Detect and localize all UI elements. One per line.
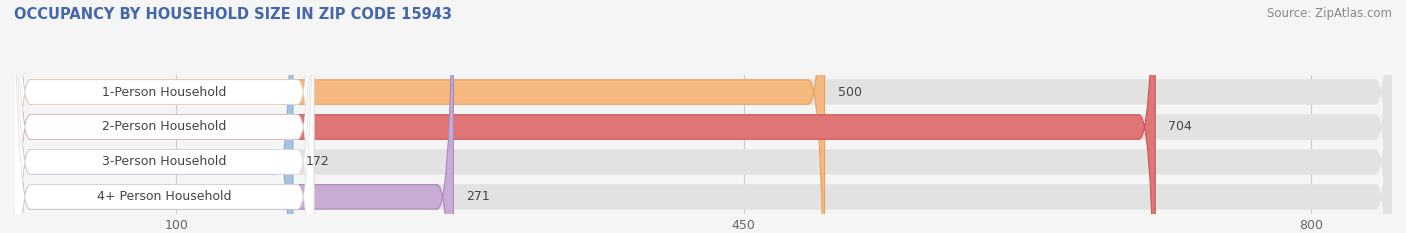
FancyBboxPatch shape — [14, 0, 314, 233]
Text: Source: ZipAtlas.com: Source: ZipAtlas.com — [1267, 7, 1392, 20]
Text: 1-Person Household: 1-Person Household — [101, 86, 226, 99]
FancyBboxPatch shape — [14, 0, 1156, 233]
FancyBboxPatch shape — [14, 0, 292, 233]
Text: 172: 172 — [307, 155, 329, 168]
Text: 704: 704 — [1168, 120, 1192, 134]
FancyBboxPatch shape — [14, 0, 1392, 233]
FancyBboxPatch shape — [14, 0, 1392, 233]
Text: 2-Person Household: 2-Person Household — [101, 120, 226, 134]
FancyBboxPatch shape — [14, 0, 453, 233]
FancyBboxPatch shape — [14, 0, 314, 233]
Text: 3-Person Household: 3-Person Household — [101, 155, 226, 168]
Text: OCCUPANCY BY HOUSEHOLD SIZE IN ZIP CODE 15943: OCCUPANCY BY HOUSEHOLD SIZE IN ZIP CODE … — [14, 7, 453, 22]
FancyBboxPatch shape — [14, 0, 314, 233]
FancyBboxPatch shape — [14, 0, 1392, 233]
Text: 271: 271 — [467, 190, 491, 203]
Text: 4+ Person Household: 4+ Person Household — [97, 190, 231, 203]
Text: 500: 500 — [838, 86, 862, 99]
FancyBboxPatch shape — [14, 0, 314, 233]
FancyBboxPatch shape — [14, 0, 1392, 233]
FancyBboxPatch shape — [14, 0, 824, 233]
